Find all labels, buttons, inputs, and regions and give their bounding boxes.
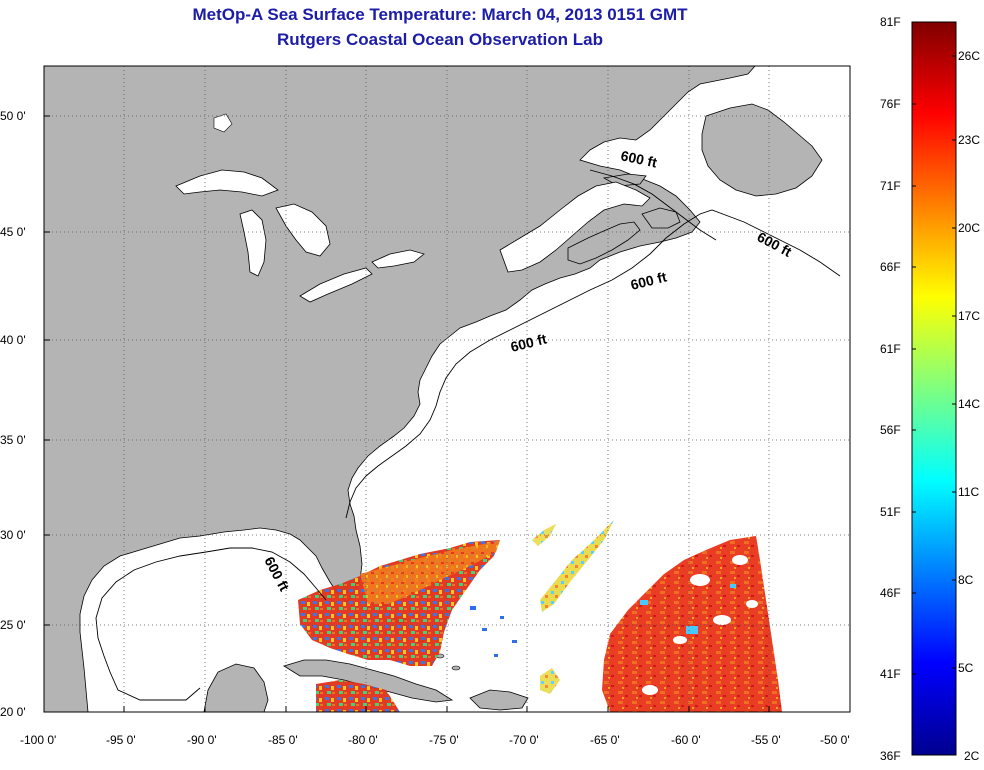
- sst-swath-orange: [360, 540, 500, 604]
- sst-swath-cuba-south: [316, 680, 400, 712]
- colorbar-label-f: 61F: [880, 342, 901, 356]
- contour-label-1: 600 ft: [619, 147, 658, 170]
- lon-tick-label: -70 0': [509, 733, 539, 747]
- sst-swath-east: [602, 536, 782, 712]
- bathymetry-contour-600ft: [345, 209, 841, 519]
- lon-tick-label: -90 0': [187, 733, 217, 747]
- colorbar-label-f: 76F: [880, 97, 901, 111]
- colorbar-label-c: 26C: [958, 49, 981, 63]
- colorbar-label-f: 36F: [880, 749, 901, 763]
- lake-huron: [275, 203, 331, 257]
- colorbar-label-f: 56F: [880, 423, 901, 437]
- water-st-lawrence: [499, 181, 651, 273]
- colorbar-label-f: 51F: [880, 505, 901, 519]
- bathymetry-contour-gulf: [95, 547, 327, 701]
- lon-tick-label: -55 0': [751, 733, 781, 747]
- colorbar-label-c: 14C: [958, 397, 981, 411]
- colorbar-label-f: 41F: [880, 667, 901, 681]
- lat-tick-label: 25 0': [0, 618, 26, 632]
- map-title: MetOp-A Sea Surface Temperature: March 0…: [192, 5, 688, 24]
- colorbar-label-c: 20C: [958, 221, 981, 235]
- lake-erie: [299, 267, 373, 303]
- colorbar-label-f: 81F: [880, 15, 901, 29]
- map-subtitle: Rutgers Coastal Ocean Observation Lab: [277, 30, 603, 49]
- colorbar-label-c: 11C: [958, 485, 980, 499]
- lon-tick-label: -60 0': [671, 733, 701, 747]
- lon-tick-label: -50 0': [820, 733, 850, 747]
- colorbar-label-c: 17C: [958, 309, 981, 323]
- colorbar-label-c: 5C: [958, 661, 974, 675]
- land-yucatan: [203, 663, 269, 712]
- sst-cloud-gaps: [642, 555, 758, 695]
- lat-tick-label: 50 0': [0, 109, 26, 123]
- lon-tick-label: -65 0': [590, 733, 620, 747]
- lat-tick-label: 45 0': [0, 225, 26, 239]
- lake-superior: [175, 169, 279, 197]
- lake-nipigon: [213, 113, 233, 133]
- lake-michigan: [239, 209, 267, 277]
- lon-tick-label: -75 0': [429, 733, 459, 747]
- lon-tick-label: -85 0': [268, 733, 298, 747]
- sst-streak-3: [540, 668, 560, 694]
- lat-tick-label: 35 0': [0, 433, 26, 447]
- axis-ticks: [44, 115, 770, 712]
- lake-ontario: [371, 249, 425, 269]
- colorbar-label-c: 23C: [958, 133, 981, 147]
- lat-tick-label: 20 0': [0, 705, 26, 719]
- colorbar-label-f: 71F: [880, 179, 901, 193]
- sst-blue-scatter: [470, 606, 517, 657]
- land-cape-breton: [641, 207, 681, 229]
- land-hispaniola: [469, 689, 529, 711]
- lon-tick-label: -95 0': [106, 733, 136, 747]
- land-cuba: [283, 659, 454, 703]
- sst-streak-1: [540, 520, 614, 612]
- lon-tick-label: -80 0': [348, 733, 378, 747]
- colorbar-label-f: 46F: [880, 586, 901, 600]
- sst-cold-spots: [640, 584, 736, 634]
- colorbar-label-f: 66F: [880, 260, 901, 274]
- lon-tick-label: -100 0': [20, 733, 57, 747]
- bathymetry-contour-nova-scotia: [589, 169, 717, 241]
- land-nova-scotia: [567, 221, 641, 265]
- lat-tick-label: 40 0': [0, 333, 26, 347]
- colorbar: [911, 21, 957, 756]
- land-newfoundland: [701, 103, 823, 197]
- colorbar-ticks: [912, 55, 956, 675]
- colorbar-label-c: 8C: [958, 573, 974, 587]
- colorbar-label-c: 2C: [964, 749, 980, 763]
- lat-tick-label: 30 0': [0, 528, 26, 542]
